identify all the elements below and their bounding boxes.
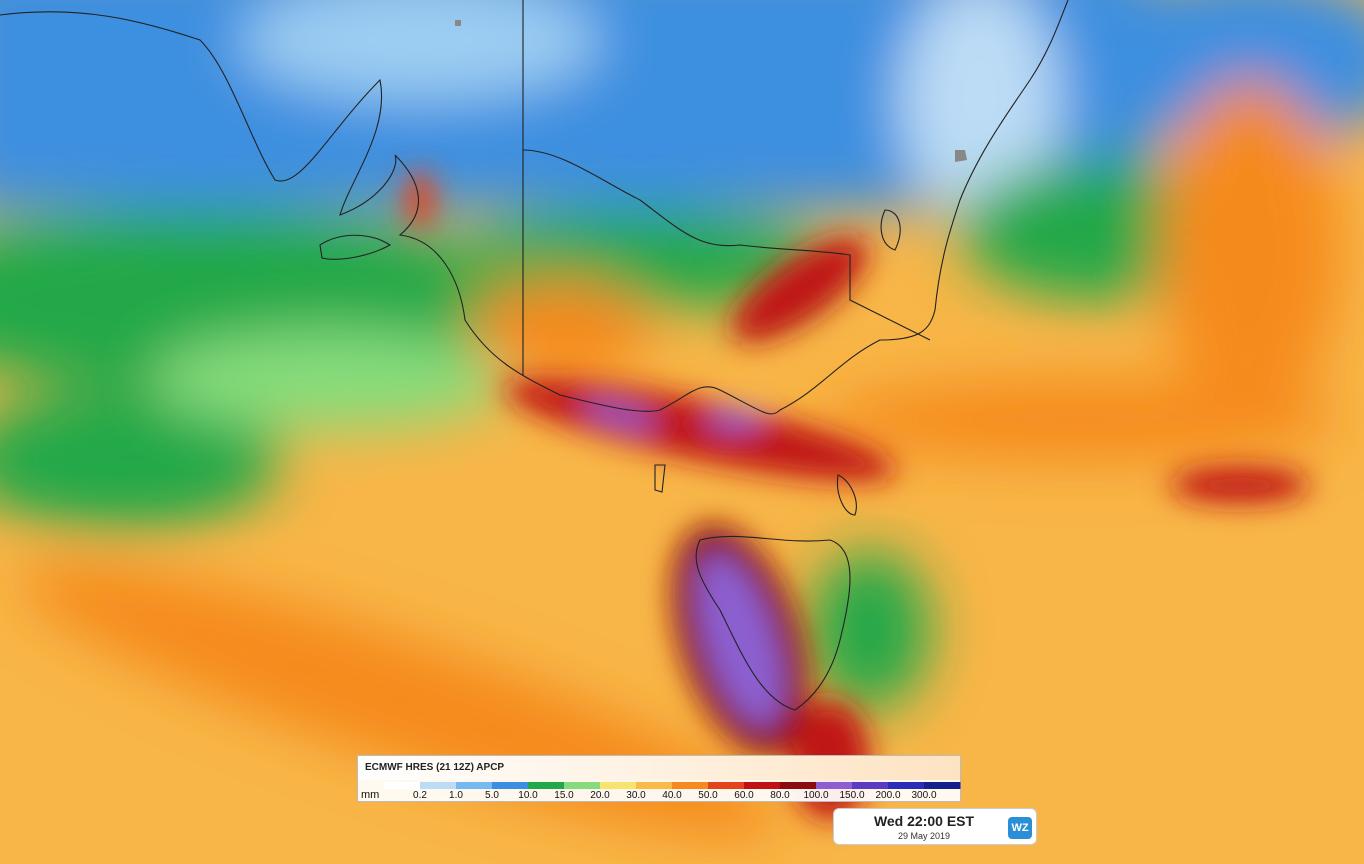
legend-label: 50.0 [698,790,718,801]
legend-unit: mm [361,789,380,801]
date: 29 May 2019 [897,831,951,841]
legend-swatch [600,782,637,789]
legend: ECMWF HRES (21 12Z) APCP 0.2 1.0 5.0 10.0 15… [357,755,961,802]
legend-title: ECMWF HRES (21 12Z) APCP [358,756,960,780]
legend-label: 0.2 [413,790,427,801]
legend-swatch [564,782,601,789]
legend-label: 15.0 [554,790,574,801]
logo[interactable]: WZ [1008,817,1032,839]
legend-label: 40.0 [662,790,682,801]
legend-label: 1.0 [449,790,463,801]
legend-swatch [492,782,529,789]
legend-swatch [420,782,457,789]
legend-label: 20.0 [590,790,610,801]
legend-swatch [816,782,853,789]
legend-swatch [744,782,781,789]
legend-scale: 0.2 1.0 5.0 10.0 15.0 20.0 30.0 40.0 50.0 60.0 80.… [384,782,961,801]
legend-swatch [924,782,961,789]
time: Wed 22:00 EST [873,813,975,829]
legend-label: 60.0 [734,790,754,801]
legend-swatch [888,782,925,789]
timestamp: Wed 22:00 EST 29 May 2019 WZ [833,808,1037,845]
legend-swatch [672,782,709,789]
legend-label: 5.0 [485,790,499,801]
legend-swatch [708,782,745,789]
legend-label: 30.0 [626,790,646,801]
legend-label: 300.0 [911,790,936,801]
legend-swatch [852,782,889,789]
legend-label: 150.0 [839,790,864,801]
legend-label: 10.0 [518,790,538,801]
legend-label: 80.0 [770,790,790,801]
legend-swatch [456,782,493,789]
legend-label: 100.0 [803,790,828,801]
legend-swatch [780,782,817,789]
legend-swatch [384,782,421,789]
legend-swatch [528,782,565,789]
legend-label: 200.0 [875,790,900,801]
legend-swatch [636,782,673,789]
